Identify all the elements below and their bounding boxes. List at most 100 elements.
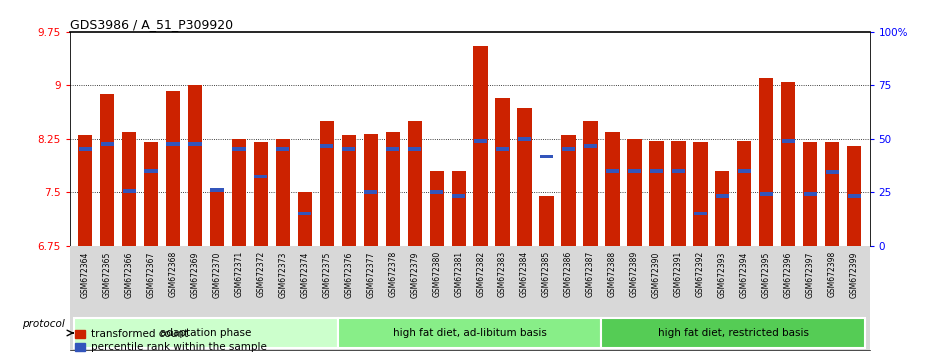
Bar bbox=[539, 196, 553, 246]
Text: GDS3986 / A_51_P309920: GDS3986 / A_51_P309920 bbox=[70, 18, 232, 31]
Bar bbox=[166, 142, 179, 145]
Bar bbox=[804, 142, 817, 246]
Text: GSM672396: GSM672396 bbox=[784, 251, 792, 297]
Bar bbox=[386, 147, 399, 152]
Bar bbox=[562, 135, 576, 246]
Text: GSM672366: GSM672366 bbox=[125, 251, 134, 297]
Text: GSM672377: GSM672377 bbox=[366, 251, 376, 297]
Text: GSM672367: GSM672367 bbox=[147, 251, 155, 297]
Bar bbox=[342, 147, 355, 152]
Bar bbox=[364, 134, 378, 246]
Bar bbox=[122, 132, 136, 246]
Text: GSM672393: GSM672393 bbox=[718, 251, 727, 297]
Bar bbox=[517, 108, 532, 246]
Bar bbox=[473, 46, 487, 246]
Bar bbox=[123, 189, 136, 193]
Bar bbox=[781, 82, 795, 246]
Text: GSM672368: GSM672368 bbox=[168, 251, 178, 297]
Bar bbox=[320, 121, 334, 246]
Bar bbox=[232, 147, 246, 152]
Text: GSM672372: GSM672372 bbox=[257, 251, 265, 297]
Text: GSM672389: GSM672389 bbox=[630, 251, 639, 297]
Bar bbox=[299, 212, 312, 216]
Bar bbox=[650, 169, 663, 173]
Bar bbox=[518, 137, 531, 141]
Bar bbox=[584, 144, 597, 148]
Bar bbox=[628, 169, 641, 173]
Bar bbox=[804, 192, 817, 195]
Text: high fat diet, restricted basis: high fat diet, restricted basis bbox=[658, 328, 809, 338]
Bar bbox=[430, 190, 444, 194]
Bar bbox=[562, 147, 575, 152]
Bar bbox=[408, 147, 421, 152]
Bar bbox=[210, 188, 223, 192]
Bar bbox=[759, 78, 774, 246]
Text: GSM672383: GSM672383 bbox=[498, 251, 507, 297]
Text: GSM672382: GSM672382 bbox=[476, 251, 485, 297]
Bar bbox=[605, 132, 619, 246]
Text: GSM672379: GSM672379 bbox=[410, 251, 419, 297]
Bar bbox=[341, 135, 356, 246]
Text: GSM672390: GSM672390 bbox=[652, 251, 661, 297]
Bar bbox=[78, 135, 92, 246]
Text: GSM672380: GSM672380 bbox=[432, 251, 441, 297]
Bar bbox=[276, 147, 289, 152]
Text: GSM672364: GSM672364 bbox=[81, 251, 89, 297]
Text: GSM672365: GSM672365 bbox=[102, 251, 112, 297]
Text: GSM672399: GSM672399 bbox=[850, 251, 858, 297]
Text: GSM672373: GSM672373 bbox=[278, 251, 287, 297]
Bar bbox=[386, 132, 400, 246]
Bar bbox=[496, 98, 510, 246]
Bar bbox=[166, 91, 180, 246]
Text: GSM672394: GSM672394 bbox=[739, 251, 749, 297]
Bar bbox=[716, 194, 729, 198]
Bar bbox=[847, 194, 861, 198]
Bar bbox=[649, 141, 664, 246]
Bar bbox=[671, 141, 685, 246]
Bar bbox=[715, 171, 729, 246]
Bar bbox=[602, 318, 865, 348]
Bar bbox=[452, 194, 465, 198]
Bar bbox=[496, 147, 510, 152]
Bar bbox=[430, 171, 444, 246]
Bar bbox=[671, 169, 685, 173]
Text: GSM672385: GSM672385 bbox=[542, 251, 551, 297]
Text: GSM672371: GSM672371 bbox=[234, 251, 244, 297]
Text: adaptation phase: adaptation phase bbox=[160, 328, 252, 338]
Legend: transformed count, percentile rank within the sample: transformed count, percentile rank withi… bbox=[75, 329, 267, 352]
Text: GSM672369: GSM672369 bbox=[191, 251, 200, 297]
Text: GSM672374: GSM672374 bbox=[300, 251, 310, 297]
Bar bbox=[100, 94, 114, 246]
Text: GSM672388: GSM672388 bbox=[608, 251, 617, 297]
Text: GSM672375: GSM672375 bbox=[323, 251, 331, 297]
Bar bbox=[188, 85, 202, 246]
Text: GSM672398: GSM672398 bbox=[828, 251, 837, 297]
Bar bbox=[78, 147, 92, 152]
Bar bbox=[189, 142, 202, 145]
Bar bbox=[825, 142, 840, 246]
Text: GSM672376: GSM672376 bbox=[344, 251, 353, 297]
Bar bbox=[760, 192, 773, 195]
Bar bbox=[628, 139, 642, 246]
Bar bbox=[407, 121, 422, 246]
Bar bbox=[144, 169, 157, 173]
Bar bbox=[320, 144, 333, 148]
Bar bbox=[583, 121, 598, 246]
Bar bbox=[298, 192, 312, 246]
Text: GSM672378: GSM672378 bbox=[388, 251, 397, 297]
Bar bbox=[254, 175, 268, 178]
Bar bbox=[254, 142, 268, 246]
Bar bbox=[232, 139, 246, 246]
Text: GSM672395: GSM672395 bbox=[762, 251, 771, 297]
Bar bbox=[694, 212, 707, 216]
Bar bbox=[210, 190, 224, 246]
Text: GSM672387: GSM672387 bbox=[586, 251, 595, 297]
Bar bbox=[606, 169, 619, 173]
Text: high fat diet, ad-libitum basis: high fat diet, ad-libitum basis bbox=[392, 328, 547, 338]
Bar bbox=[474, 139, 487, 143]
Text: GSM672386: GSM672386 bbox=[564, 251, 573, 297]
Text: GSM672391: GSM672391 bbox=[674, 251, 683, 297]
Bar bbox=[452, 171, 466, 246]
Bar bbox=[693, 142, 708, 246]
Text: GSM672370: GSM672370 bbox=[212, 251, 221, 297]
